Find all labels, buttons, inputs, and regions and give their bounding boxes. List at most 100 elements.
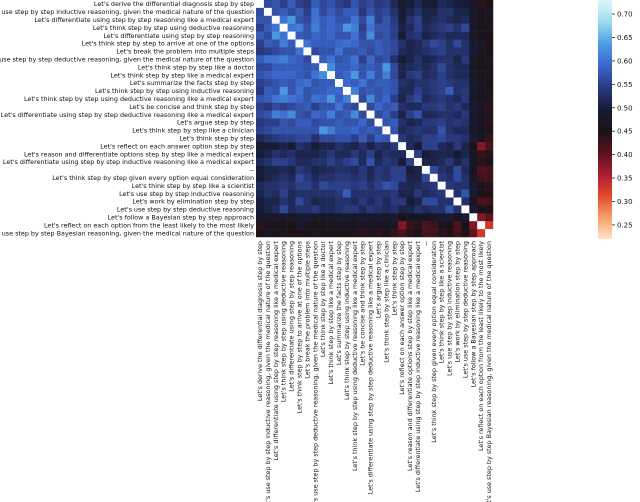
heatmap-cell-r21-c27 [469, 165, 478, 175]
heatmap-cell-r25-c7 [311, 197, 320, 206]
heatmap-cell-r24-c15 [374, 189, 383, 198]
heatmap-cell-r19-c12 [350, 150, 359, 159]
heatmap-cell-r4-c19 [406, 31, 415, 40]
heatmap-cell-r6-c13 [358, 47, 367, 56]
heatmap-cell-r20-c21 [421, 158, 431, 167]
heatmap-cell-r26-c17 [390, 205, 399, 214]
heatmap-cell-r24-c28 [477, 189, 486, 198]
heatmap-cell-r4-c13 [358, 31, 367, 40]
heatmap-cell-r0-c5 [295, 0, 304, 9]
heatmap-cell-r19-c21 [421, 150, 431, 159]
heatmap-cell-r27-c12 [350, 213, 359, 222]
heatmap-cell-r22-c3 [279, 173, 288, 182]
heatmap-cell-r13-c4 [287, 102, 296, 111]
y-tick-label: Let's think step by step like a medical … [110, 71, 254, 79]
heatmap-cell-r15-c21 [421, 118, 431, 127]
heatmap-cell-r29-c7 [311, 229, 320, 238]
heatmap-cell-r10-c17 [390, 79, 399, 88]
heatmap-cell-r9-c22 [429, 71, 438, 80]
heatmap-cell-r8-c23 [437, 63, 446, 72]
heatmap-cell-r24-c12 [350, 189, 359, 198]
y-tick-label: Let's derive the differential diagnosis … [94, 0, 254, 8]
heatmap-cell-r16-c17 [390, 126, 399, 135]
heatmap-cell-r10-c14 [366, 79, 375, 88]
heatmap-cell-r23-c1 [263, 181, 273, 190]
heatmap-cell-r22-c16 [382, 173, 391, 182]
heatmap-cell-r18-c29 [485, 142, 494, 151]
heatmap-cell-r12-c12 [350, 94, 359, 103]
heatmap-cell-r4-c10 [335, 31, 344, 40]
heatmap-cell-r8-c9 [327, 63, 336, 72]
heatmap-cell-r17-c13 [358, 134, 367, 143]
heatmap-cell-r25-c18 [398, 197, 407, 206]
heatmap-cell-r3-c8 [319, 23, 328, 32]
heatmap-cell-r14-c12 [350, 110, 359, 119]
heatmap-cell-r9-c26 [461, 71, 470, 80]
heatmap-cell-r4-c26 [461, 31, 470, 40]
heatmap-cell-r21-c6 [303, 165, 312, 175]
heatmap-cell-r14-c23 [437, 110, 446, 119]
heatmap-cell-r22-c20 [414, 173, 423, 182]
heatmap-cell-r19-c4 [287, 150, 296, 159]
heatmap-cell-r18-c2 [271, 142, 280, 151]
heatmap-cell-r2-c1 [263, 15, 273, 24]
heatmap-cell-r1-c8 [319, 7, 328, 17]
heatmap-cell-r27-c1 [263, 213, 273, 222]
heatmap-cell-r28-c27 [469, 221, 478, 230]
heatmap-cell-r3-c29 [485, 23, 494, 32]
heatmap-cell-r1-c11 [342, 7, 352, 17]
heatmap-cell-r2-c22 [429, 15, 438, 24]
heatmap-cell-r9-c1 [263, 71, 273, 80]
heatmap-cell-r12-c13 [358, 94, 367, 103]
heatmap-cell-r28-c16 [382, 221, 391, 230]
heatmap-cell-r0-c27 [469, 0, 478, 9]
heatmap-cell-r3-c14 [366, 23, 375, 32]
heatmap-cell-r23-c7 [311, 181, 320, 190]
heatmap-cell-r9-c24 [445, 71, 454, 80]
heatmap-cell-r7-c1 [263, 55, 273, 64]
heatmap-cell-r7-c13 [358, 55, 367, 64]
heatmap-cell-r27-c9 [327, 213, 336, 222]
heatmap-cell-r27-c26 [461, 213, 470, 222]
heatmap-cell-r6-c23 [437, 47, 446, 56]
heatmap-cell-r7-c18 [398, 55, 407, 64]
heatmap-cell-r27-c16 [382, 213, 391, 222]
heatmap-cell-r5-c15 [374, 39, 383, 48]
heatmap-cell-r25-c21 [421, 197, 431, 206]
heatmap-cell-r10-c22 [429, 79, 438, 88]
heatmap-cell-r2-c5 [295, 15, 304, 24]
heatmap-cell-r8-c22 [429, 63, 438, 72]
heatmap-cell-r20-c26 [461, 158, 470, 167]
heatmap-cell-r8-c4 [287, 63, 296, 72]
heatmap-cell-r23-c4 [287, 181, 296, 190]
heatmap-cell-r28-c5 [295, 221, 304, 230]
heatmap-cell-r14-c20 [414, 110, 423, 119]
heatmap-cell-r20-c10 [335, 158, 344, 167]
heatmap-cell-r29-c15 [374, 229, 383, 238]
heatmap-cell-r21-c11 [342, 165, 352, 175]
heatmap-cell-r23-c14 [366, 181, 375, 190]
heatmap-cell-r9-c11 [342, 71, 352, 80]
heatmap-cell-r16-c9 [327, 126, 336, 135]
heatmap-cell-r16-c7 [311, 126, 320, 135]
heatmap-cell-r12-c1 [263, 94, 273, 103]
heatmap-cell-r0-c18 [398, 0, 407, 9]
heatmap-cell-r8-c24 [445, 63, 454, 72]
heatmap-cell-r27-c25 [453, 213, 462, 222]
heatmap-cell-r5-c7 [311, 39, 320, 48]
heatmap-cell-r5-c4 [287, 39, 296, 48]
heatmap-cell-r26-c5 [295, 205, 304, 214]
heatmap-cell-r25-c10 [335, 197, 344, 206]
heatmap-cell-r26-c23 [437, 205, 446, 214]
heatmap-cell-r11-c3 [279, 86, 288, 96]
heatmap-cell-r27-c3 [279, 213, 288, 222]
heatmap-cell-r21-c2 [271, 165, 280, 175]
heatmap-cell-r5-c6 [303, 39, 312, 48]
heatmap-cell-r25-c12 [350, 197, 359, 206]
heatmap-cell-r3-c19 [406, 23, 415, 32]
colorbar-tick-label: 0.25 [617, 221, 633, 229]
heatmap-cell-r1-c24 [445, 7, 454, 17]
heatmap-cell-r22-c8 [319, 173, 328, 182]
heatmap-cell-r15-c18 [398, 118, 407, 127]
heatmap-cell-r24-c7 [311, 189, 320, 198]
